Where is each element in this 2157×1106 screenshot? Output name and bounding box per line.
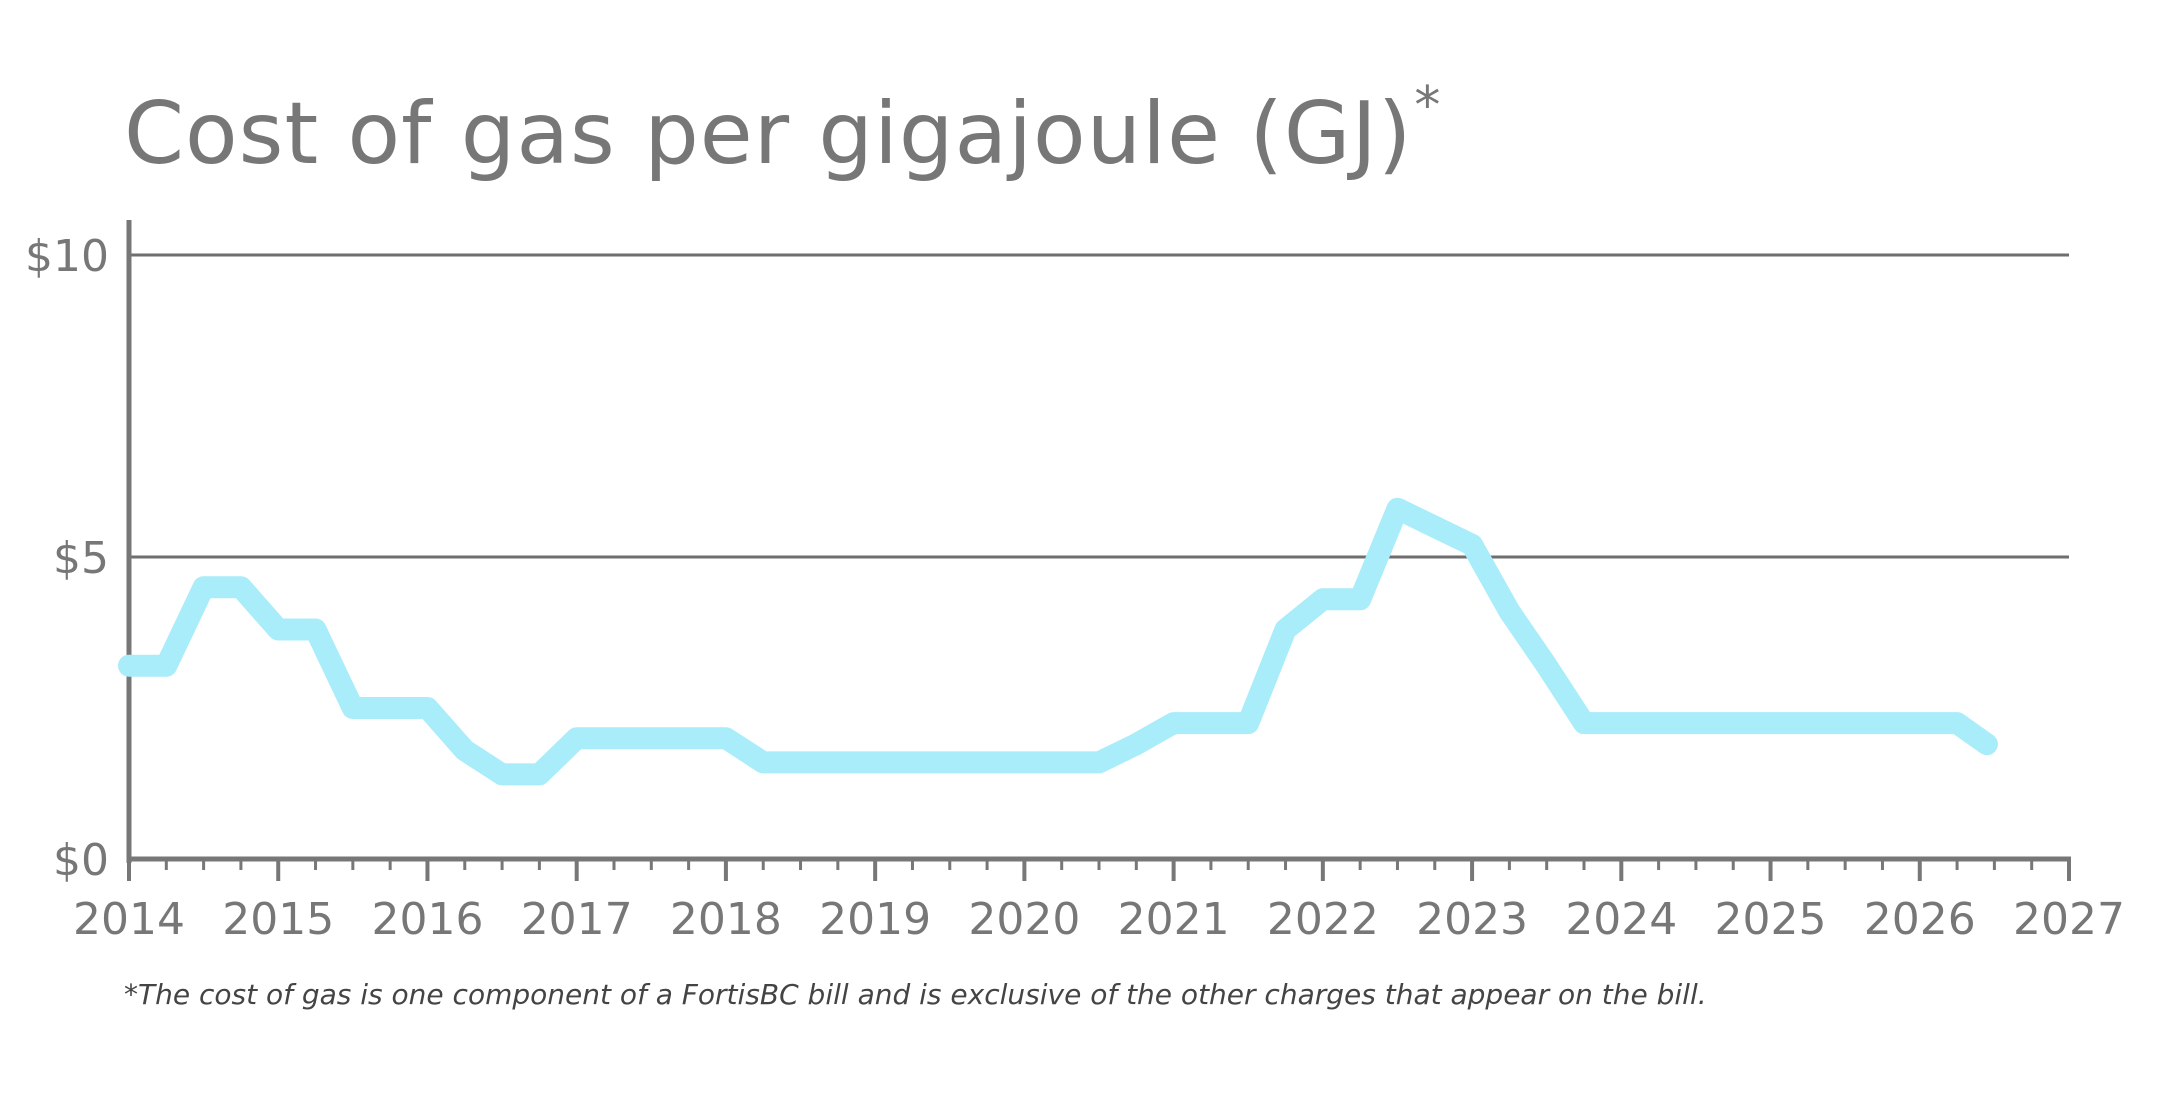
x-tick-label: 2014: [73, 894, 185, 945]
x-tick-label: 2025: [1715, 894, 1827, 945]
x-tick-label: 2022: [1267, 894, 1379, 945]
x-tick-label: 2019: [819, 894, 931, 945]
y-tick-label: $10: [25, 231, 109, 282]
data-series: [118, 497, 1998, 786]
footnote: *The cost of gas is one component of a F…: [124, 978, 1707, 1011]
x-tick-label: 2015: [222, 894, 334, 945]
chart-title-text: Cost of gas per gigajoule (GJ): [124, 84, 1413, 184]
gridlines: [129, 253, 2069, 559]
x-tick-label: 2021: [1118, 894, 1230, 945]
y-tick-label: $0: [53, 835, 109, 886]
title-footnote-marker: *: [1414, 76, 1442, 136]
x-tick-label: 2018: [670, 894, 782, 945]
tick-labels: 2014 2015 2016 2017 2018 2019 2020 2021 2022 2023…: [25, 231, 2125, 945]
x-tick-label: 2026: [1864, 894, 1976, 945]
x-tick-label: 2027: [2013, 894, 2125, 945]
x-tick-label: 2016: [371, 894, 483, 945]
series-line-0: [118, 497, 1998, 786]
x-tick-label: 2024: [1565, 894, 1677, 945]
x-tick-label: 2020: [968, 894, 1080, 945]
x-tick-label: 2023: [1416, 894, 1528, 945]
y-tick-label: $5: [53, 533, 109, 584]
x-tick-label: 2017: [521, 894, 633, 945]
chart-title: Cost of gas per gigajoule (GJ)*: [124, 80, 1441, 177]
axes: [126, 220, 2071, 881]
